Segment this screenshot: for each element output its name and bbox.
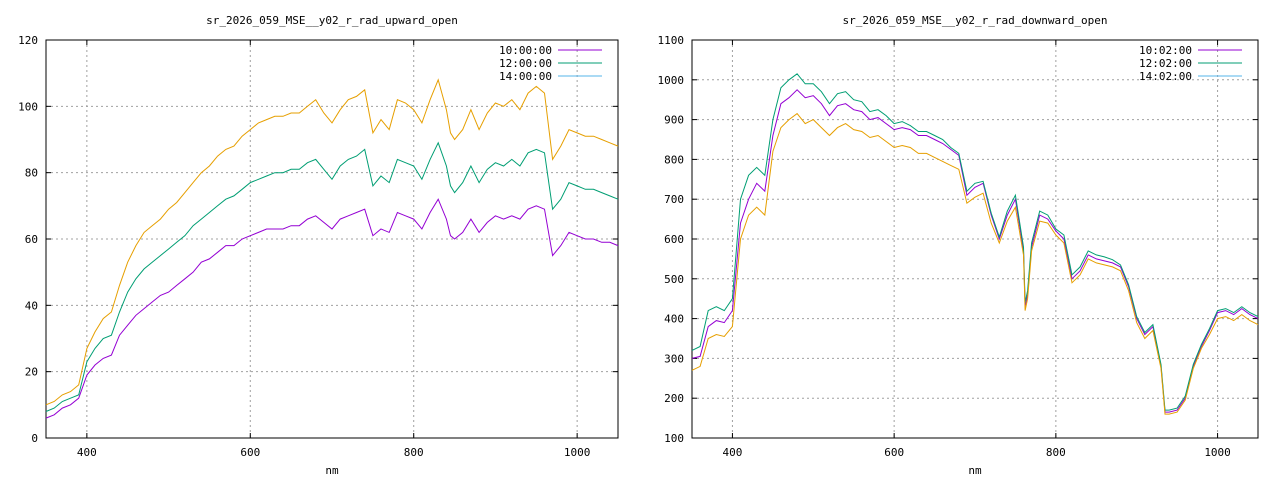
legend-label: 10:02:00 bbox=[1139, 44, 1192, 57]
y-tick-label: 80 bbox=[25, 167, 38, 180]
series-line-2 bbox=[45, 78, 619, 406]
chart-title: sr_2026_059_MSE__y02_r_rad_downward_open bbox=[843, 14, 1108, 27]
x-tick-label: 800 bbox=[1046, 446, 1066, 459]
x-tick-label: 600 bbox=[884, 446, 904, 459]
y-tick-label: 120 bbox=[18, 34, 38, 47]
y-tick-label: 700 bbox=[664, 193, 684, 206]
y-tick-label: 0 bbox=[31, 432, 38, 445]
series-line-2 bbox=[691, 112, 1259, 415]
y-tick-label: 1000 bbox=[658, 74, 685, 87]
x-tick-label: 600 bbox=[240, 446, 260, 459]
y-tick-label: 300 bbox=[664, 352, 684, 365]
x-tick-label: 1000 bbox=[1204, 446, 1231, 459]
x-tick-label: 1000 bbox=[564, 446, 591, 459]
x-tick-label: 800 bbox=[404, 446, 424, 459]
y-tick-label: 400 bbox=[664, 313, 684, 326]
chart-title: sr_2026_059_MSE__y02_r_rad_upward_open bbox=[206, 14, 458, 27]
plot-frame bbox=[691, 39, 1259, 439]
y-tick-label: 20 bbox=[25, 366, 38, 379]
series-line-1 bbox=[691, 73, 1259, 411]
plot-frame bbox=[45, 39, 619, 439]
x-axis-label: nm bbox=[325, 464, 339, 477]
series-line-1 bbox=[45, 141, 619, 412]
chart-1: sr_2026_059_MSE__y02_r_rad_downward_open… bbox=[658, 14, 1259, 477]
y-tick-label: 600 bbox=[664, 233, 684, 246]
y-tick-label: 1100 bbox=[658, 34, 685, 47]
y-tick-label: 200 bbox=[664, 392, 684, 405]
x-tick-label: 400 bbox=[77, 446, 97, 459]
y-tick-label: 900 bbox=[664, 114, 684, 127]
legend-label: 14:02:00 bbox=[1139, 70, 1192, 83]
series-line-0 bbox=[45, 198, 619, 419]
y-tick-label: 100 bbox=[664, 432, 684, 445]
y-tick-label: 60 bbox=[25, 233, 38, 246]
chart-0: sr_2026_059_MSE__y02_r_rad_upward_open 40… bbox=[18, 14, 619, 477]
legend-label: 14:00:00 bbox=[499, 70, 552, 83]
y-tick-label: 100 bbox=[18, 100, 38, 113]
y-tick-label: 500 bbox=[664, 273, 684, 286]
legend-label: 10:00:00 bbox=[499, 44, 552, 57]
legend-label: 12:00:00 bbox=[499, 57, 552, 70]
x-axis-label: nm bbox=[968, 464, 982, 477]
y-tick-label: 800 bbox=[664, 153, 684, 166]
legend-label: 12:02:00 bbox=[1139, 57, 1192, 70]
x-tick-label: 400 bbox=[722, 446, 742, 459]
y-tick-label: 40 bbox=[25, 299, 38, 312]
